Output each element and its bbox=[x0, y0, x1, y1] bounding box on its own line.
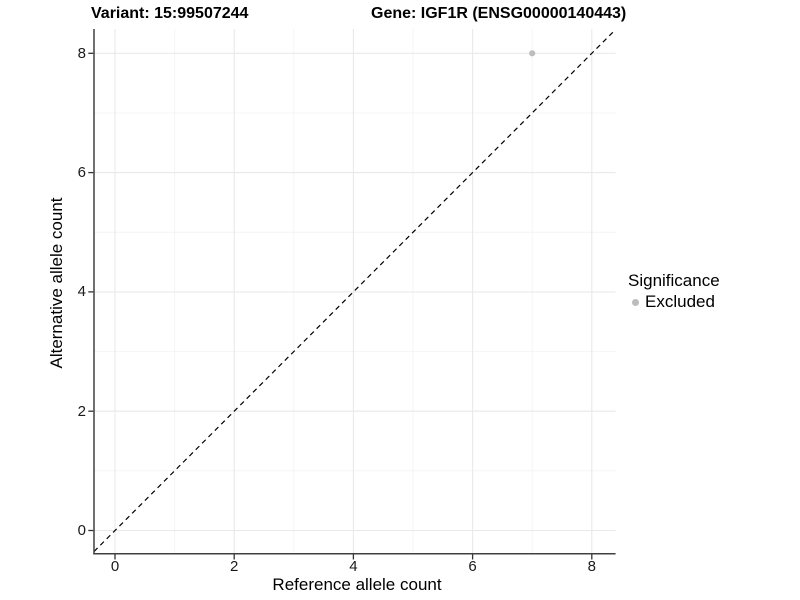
x-tick-label: 2 bbox=[230, 558, 239, 575]
x-tick-label: 8 bbox=[587, 558, 596, 575]
legend-item: Excluded bbox=[628, 292, 720, 312]
y-tick-label: 4 bbox=[77, 283, 86, 301]
y-tick-label: 8 bbox=[77, 44, 86, 62]
identity-line bbox=[93, 29, 617, 552]
x-axis-title: Reference allele count bbox=[272, 575, 442, 594]
legend-title: Significance bbox=[628, 271, 720, 290]
legend-marker-circle-icon bbox=[632, 298, 639, 306]
x-tick-label: 4 bbox=[349, 558, 358, 575]
variant-title: Variant: 15:99507244 bbox=[91, 5, 249, 22]
legend-item-label: Excluded bbox=[645, 292, 715, 311]
x-tick-label: 6 bbox=[468, 558, 477, 575]
x-tick-label: 0 bbox=[110, 558, 120, 575]
legend: Significance Excluded bbox=[628, 271, 720, 312]
gene-title: Gene: IGF1R (ENSG00000140443) bbox=[371, 5, 627, 22]
y-tick-label: 0 bbox=[77, 522, 86, 539]
y-tick-label: 6 bbox=[77, 164, 86, 182]
legend-items: Excluded bbox=[628, 292, 720, 312]
y-axis-title: Alternative allele count bbox=[47, 197, 66, 369]
y-tick-label: 2 bbox=[77, 402, 86, 420]
data-point bbox=[529, 50, 536, 57]
